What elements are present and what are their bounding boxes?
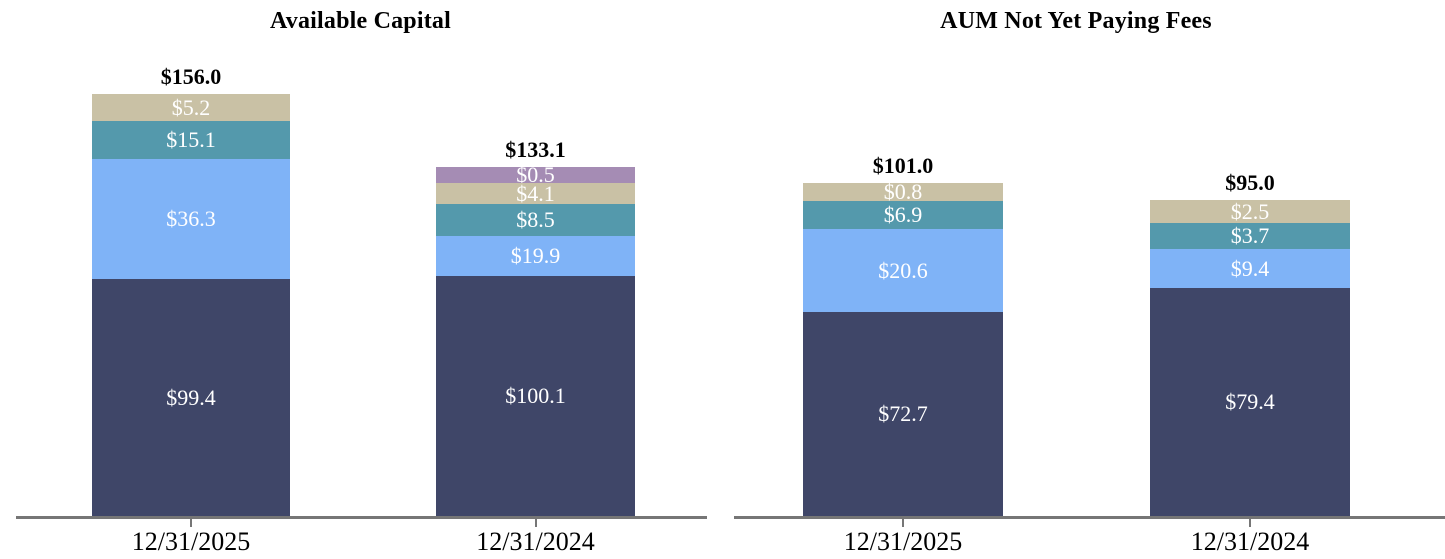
segment-value-label: $8.5 [516,207,555,232]
bar-total-label: $95.0 [1225,170,1275,195]
bar-segment: $2.5 [1150,200,1350,223]
stacked-bar-chart: Available Capital $156.0 $5.2 $15.1 $36.3 $9… [0,0,707,559]
segment-value-label: $36.3 [166,206,216,231]
bar-segment: $4.1 [436,180,635,206]
bar-segment: $6.9 [803,201,1003,229]
bar-segment: $15.1 [92,121,290,159]
axis-tick [190,519,192,527]
axis-tick [1249,519,1251,527]
segment-value-label: $0.5 [516,162,555,187]
bar-segment: $0.8 [803,179,1003,204]
segment-value-label: $100.1 [505,383,566,408]
chart-title: Available Capital [270,8,451,34]
segment-value-label: $15.1 [166,127,216,152]
bar-total-label: $156.0 [160,64,222,89]
category-label: 12/31/2025 [131,527,251,556]
bar-segment: $19.9 [436,236,635,276]
stacked-bar-chart: AUM Not Yet Paying Fees $101.0 $0.8 $6.9 $2… [731,0,1445,559]
segment-value-label: $19.9 [510,243,561,268]
bar-segment: $20.6 [803,229,1003,312]
x-axis-line [734,516,1445,519]
axis-tick [534,519,537,527]
bar-segment: $79.4 [1150,288,1350,516]
category-label: 12/31/2025 [843,527,963,556]
x-axis-line [16,516,707,519]
category-label: 12/31/2024 [476,527,595,556]
bar-segment: $8.5 [436,204,635,236]
axis-tick [902,519,904,527]
stacked-bar: $156.0 $5.2 $15.1 $36.3 $99.4 [92,64,290,516]
segment-value-label: $9.4 [1230,255,1270,281]
bar-segment: $100.1 [436,276,635,516]
segment-value-label: $6.9 [883,202,923,227]
stacked-bar: $95.0 $2.5 $3.7 $9.4 $79.4 [1150,170,1350,516]
chart-title: AUM Not Yet Paying Fees [940,8,1212,34]
bar-segment: $0.5 [436,162,635,187]
segment-value-label: $0.8 [883,179,923,204]
segment-value-label: $2.5 [1230,198,1270,224]
segment-value-label: $79.4 [1225,389,1275,414]
bar-segment: $5.2 [92,94,290,121]
stacked-bar: $133.1 $0.5 $4.1 $8.5 $19.9 $100.1 [436,137,635,516]
bar-total-label: $133.1 [505,137,566,162]
bar-segment: $72.7 [803,312,1003,516]
segment-value-label: $20.6 [878,257,928,283]
bar-segment: $36.3 [92,159,290,279]
category-label: 12/31/2024 [1190,527,1310,556]
bar-total-label: $101.0 [872,153,934,178]
bar-segment: $99.4 [92,279,290,516]
bar-segment: $3.7 [1150,223,1350,249]
segment-value-label: $5.2 [171,94,211,120]
bar-segment: $9.4 [1150,249,1350,288]
segment-value-label: $3.7 [1230,223,1270,248]
segment-value-label: $99.4 [166,384,216,410]
stacked-bar: $101.0 $0.8 $6.9 $20.6 $72.7 [803,153,1003,516]
segment-value-label: $72.7 [878,401,928,426]
segment-value-label: $4.1 [516,180,555,206]
